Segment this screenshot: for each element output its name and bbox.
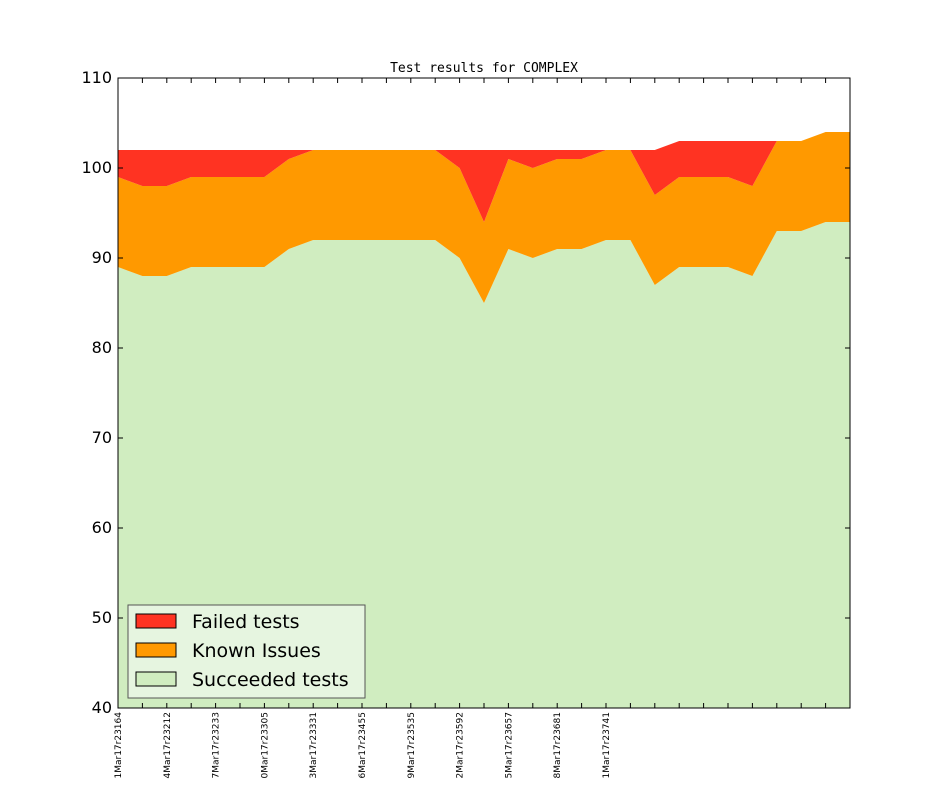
legend: Failed tests Known Issues Succeeded tests — [127, 604, 366, 699]
y-tick-label: 70 — [92, 428, 112, 447]
y-tick-label: 80 — [92, 338, 112, 357]
area-failed-tests — [118, 132, 850, 222]
legend-label: Failed tests — [192, 611, 300, 633]
y-axis: 40 50 60 70 80 90 100 110 — [81, 68, 850, 717]
y-tick-label: 110 — [81, 68, 112, 87]
x-tick-label: 1Mar17r23164 — [114, 712, 124, 779]
x-axis: 1Mar17r23164 4Mar17r23212 7Mar17r23233 0Mar… — [114, 78, 851, 779]
chart-title: Test results for COMPLEX — [390, 61, 578, 76]
y-tick-label: 90 — [92, 248, 112, 267]
y-tick-label: 60 — [92, 518, 112, 537]
legend-label: Succeeded tests — [192, 669, 349, 691]
legend-swatch — [135, 642, 177, 658]
legend-label: Known Issues — [192, 640, 321, 662]
x-tick-label: 0Mar17r23305 — [260, 712, 270, 779]
x-tick-label: 3Mar17r23331 — [309, 712, 319, 779]
y-tick-label: 50 — [92, 608, 112, 627]
area-series-group — [118, 132, 850, 708]
x-tick-label: 4Mar17r23212 — [163, 712, 173, 779]
x-tick-label: 1Mar17r23741 — [602, 712, 612, 779]
y-tick-label: 100 — [81, 158, 112, 177]
legend-swatch — [135, 671, 177, 687]
x-tick-label: 9Mar17r23535 — [407, 712, 417, 779]
x-tick-label: 2Mar17r23592 — [456, 712, 466, 779]
x-tick-label: 7Mar17r23233 — [212, 712, 222, 779]
x-tick-label: 8Mar17r23681 — [553, 712, 563, 779]
x-tick-label: 6Mar17r23455 — [358, 712, 368, 779]
y-tick-label: 40 — [92, 698, 112, 717]
area-succeeded-tests — [118, 222, 850, 708]
area-known-issues — [118, 132, 850, 303]
x-tick-label: 5Mar17r23657 — [504, 712, 514, 779]
legend-swatch — [135, 613, 177, 629]
